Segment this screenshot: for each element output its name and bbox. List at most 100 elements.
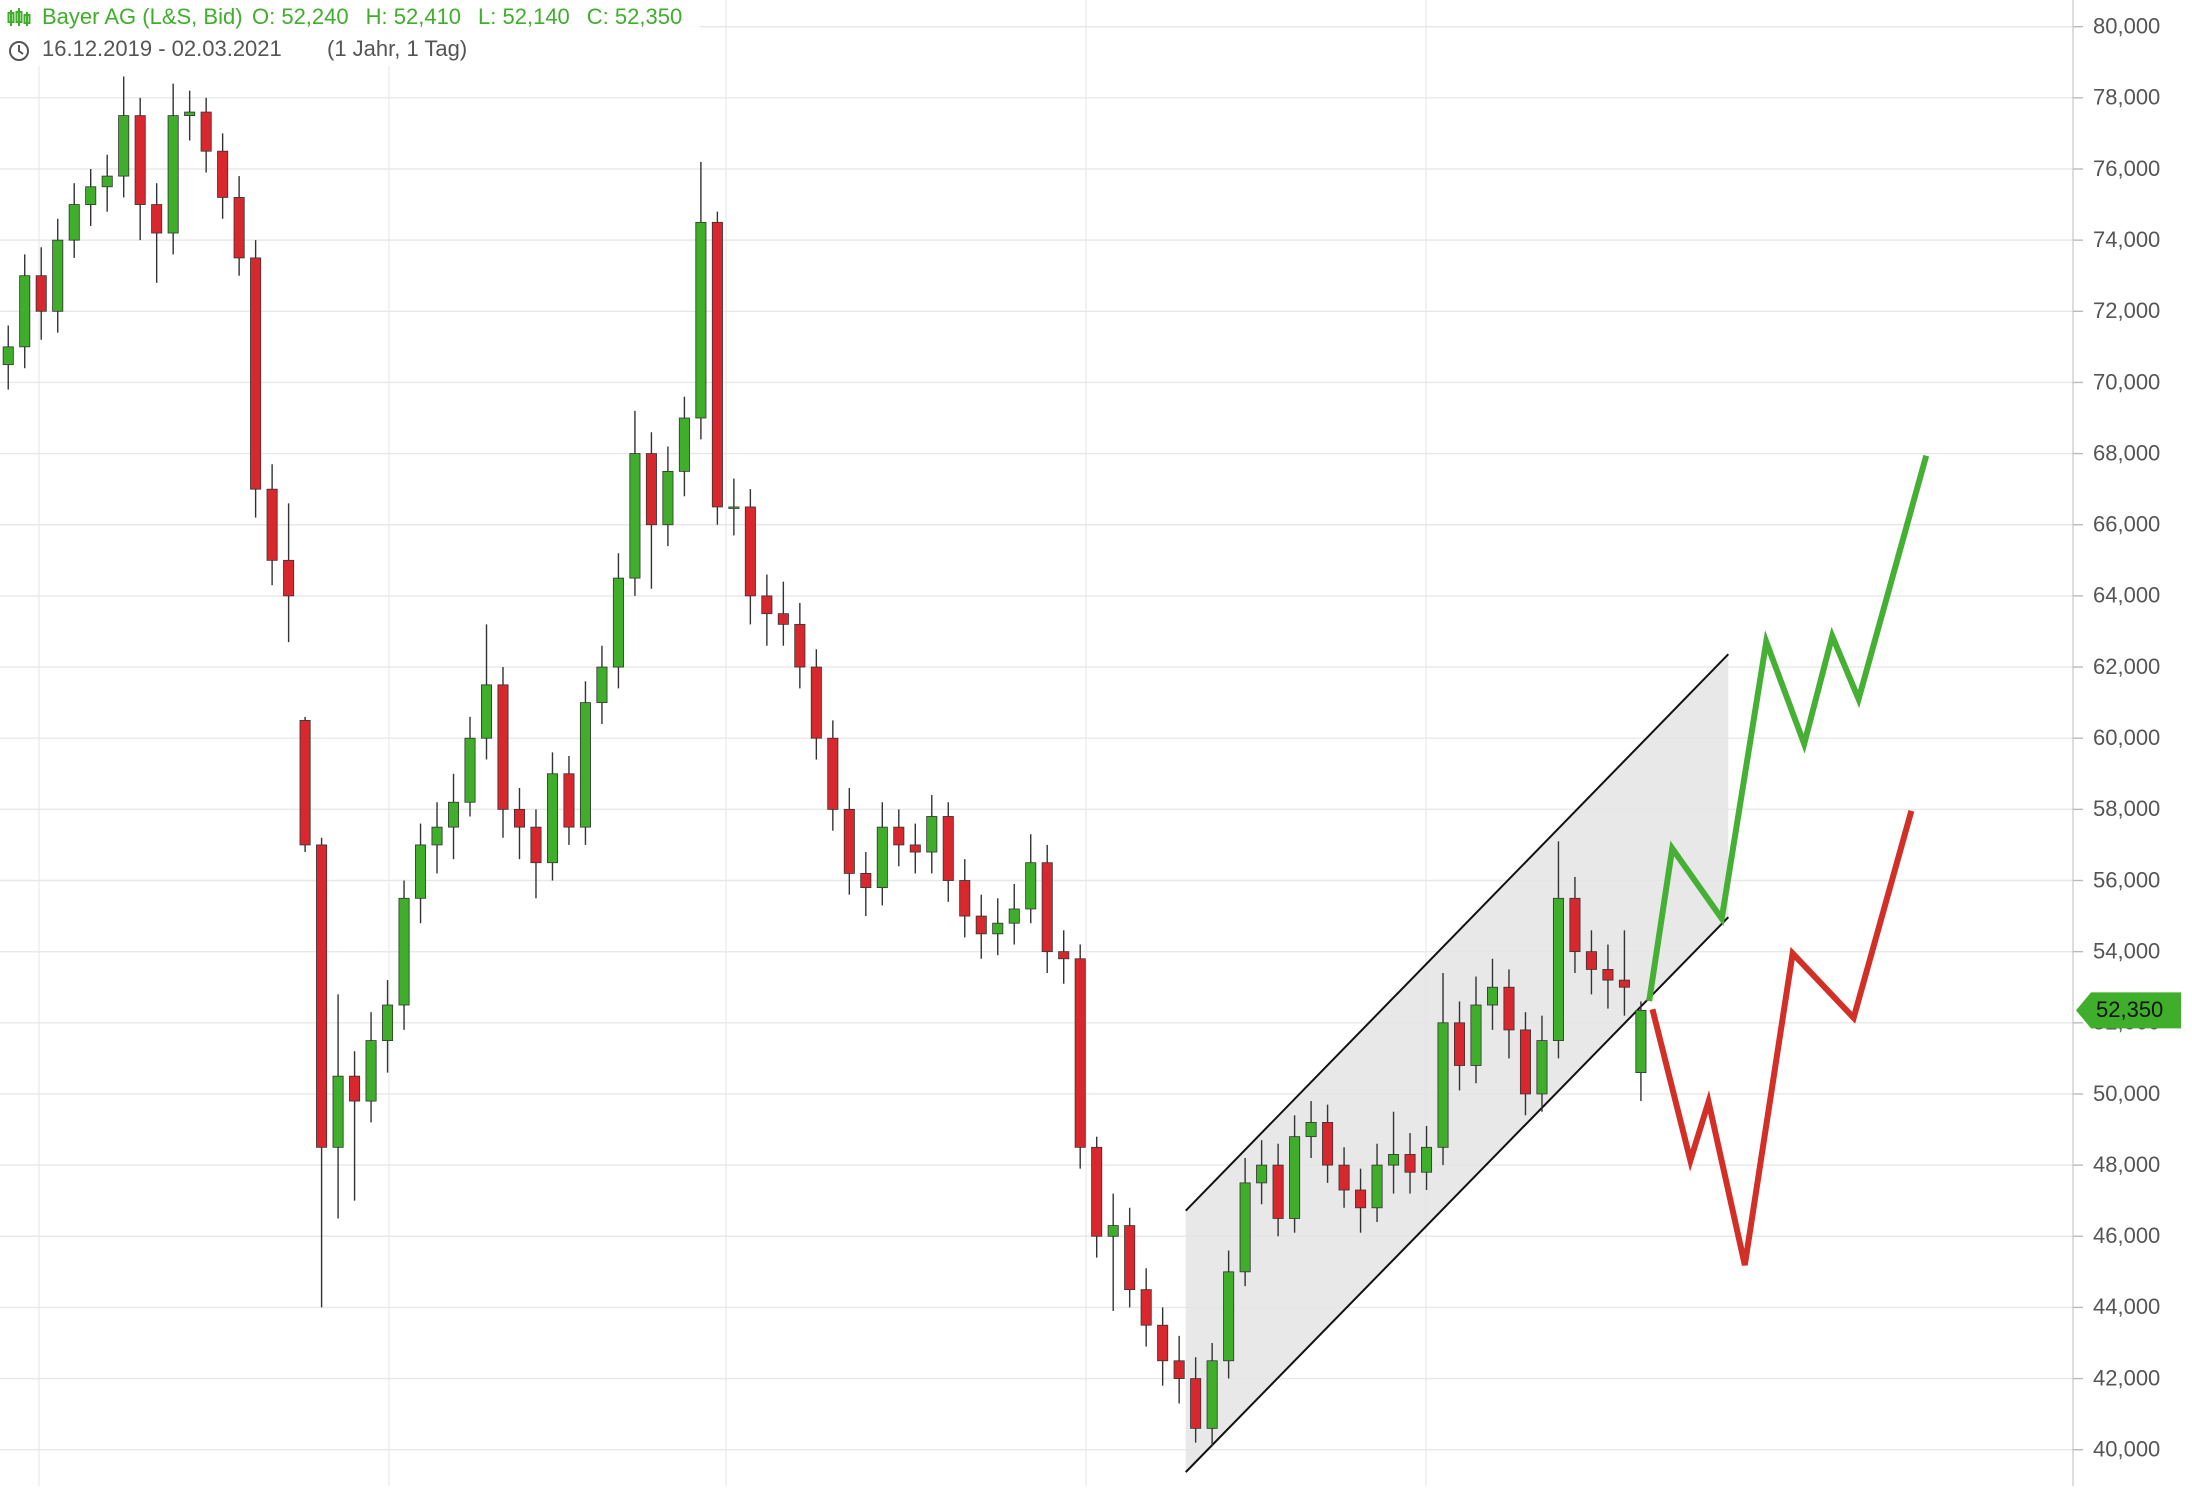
candle-body — [134, 115, 146, 205]
candle-body — [167, 115, 179, 234]
candle-body — [85, 186, 97, 205]
candle-body — [546, 773, 558, 864]
candle-body — [431, 826, 443, 846]
candle-body — [596, 666, 608, 704]
period: (1 Jahr, 1 Tag) — [327, 36, 467, 61]
candle-body — [695, 221, 707, 419]
candle-body — [794, 623, 806, 668]
y-tick-label: 76,000 — [2093, 156, 2160, 181]
candle-body — [1223, 1271, 1235, 1362]
candle-body — [810, 666, 822, 739]
candle-body — [761, 595, 773, 615]
header-bg — [0, 0, 700, 66]
candle-body — [1552, 897, 1564, 1041]
candle-body — [382, 1004, 394, 1041]
candle-body — [893, 826, 905, 846]
ohlc-info: O: 52,240 H: 52,410 L: 52,140 C: 52,350 — [252, 4, 682, 29]
y-tick-label: 54,000 — [2093, 938, 2160, 963]
candle-body — [1041, 862, 1053, 953]
candle-body — [365, 1040, 377, 1102]
candle-body — [1470, 1004, 1482, 1066]
candle-body — [975, 915, 987, 935]
y-tick-label: 74,000 — [2093, 227, 2160, 252]
candle-body — [1486, 986, 1499, 1006]
projection-line — [1649, 809, 1915, 1266]
candle-body — [777, 613, 789, 625]
candle-body — [1008, 908, 1020, 924]
candle-body — [448, 801, 460, 828]
grid — [0, 25, 2073, 1451]
projections — [1646, 454, 1930, 1266]
candle-body — [926, 816, 938, 853]
candle-body — [266, 488, 278, 561]
candle-body — [579, 702, 591, 828]
channel-line — [1185, 653, 1730, 1212]
clock-icon — [9, 41, 29, 61]
candle-body — [1091, 1146, 1103, 1237]
ohlc-label: H: 52,410 — [366, 4, 461, 29]
candles — [2, 76, 1647, 1447]
candle-body — [1074, 958, 1086, 1148]
y-tick-label: 66,000 — [2093, 512, 2160, 537]
candle-body — [464, 737, 476, 803]
candle-body — [744, 506, 756, 597]
vertical-grid — [38, 0, 1427, 1486]
candle-body — [68, 204, 80, 241]
candle-body — [1058, 951, 1070, 960]
candle-body — [876, 826, 888, 889]
candle-body — [843, 808, 855, 874]
candle-body — [233, 197, 245, 259]
y-tick-label: 68,000 — [2093, 440, 2160, 465]
candle-body — [398, 897, 410, 1006]
candle-body — [480, 684, 493, 739]
candle-body — [1371, 1164, 1383, 1209]
candle-body — [563, 773, 575, 828]
candle-body — [1635, 1009, 1647, 1074]
candle-body — [909, 844, 921, 853]
candle-body — [1602, 969, 1614, 981]
candle-body — [349, 1075, 361, 1102]
candle-body — [200, 111, 212, 152]
channel-line — [1185, 916, 1730, 1473]
candle-body — [1140, 1289, 1152, 1326]
candle-body — [711, 221, 723, 508]
candle-body — [1421, 1146, 1433, 1173]
candle-body — [299, 720, 311, 846]
candle-body — [530, 826, 542, 864]
candle-body — [316, 844, 328, 1148]
candle-body — [992, 922, 1004, 935]
y-tick-label: 60,000 — [2093, 725, 2160, 750]
candle-body — [1503, 986, 1515, 1031]
candle-body — [2, 346, 14, 366]
candle-body — [151, 204, 163, 234]
candle-body — [662, 470, 674, 526]
candle-body — [1272, 1164, 1284, 1219]
candle-body — [1404, 1154, 1416, 1173]
candle-body — [827, 737, 839, 810]
ohlc-label: C: 52,350 — [587, 4, 682, 29]
y-tick-label: 42,000 — [2093, 1365, 2160, 1390]
candle-body — [1107, 1225, 1119, 1237]
y-tick-label: 46,000 — [2093, 1223, 2160, 1248]
chart-title: Bayer AG (L&S, Bid) — [42, 4, 243, 29]
candle-body — [1437, 1022, 1449, 1148]
candle-body — [959, 880, 971, 917]
y-tick-label: 62,000 — [2093, 654, 2160, 679]
last-price-label: 52,350 — [2096, 997, 2163, 1022]
y-tick-label: 50,000 — [2093, 1081, 2160, 1106]
candle-body — [1157, 1324, 1169, 1362]
candle-body — [118, 115, 130, 177]
candle-body — [1025, 862, 1037, 910]
header-icon — [7, 8, 31, 26]
candle-body — [1289, 1136, 1301, 1219]
candle-body — [19, 275, 31, 348]
candle-body — [415, 844, 427, 899]
candle-body — [612, 577, 624, 668]
candle-body — [513, 808, 525, 828]
candle-body — [1519, 1029, 1531, 1095]
y-tick-label: 48,000 — [2093, 1152, 2160, 1177]
candle-body — [1305, 1122, 1317, 1138]
y-tick-label: 72,000 — [2093, 298, 2160, 323]
y-tick-label: 44,000 — [2093, 1294, 2160, 1319]
